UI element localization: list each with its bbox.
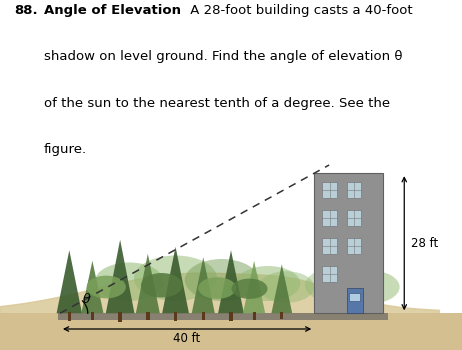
Text: 88.: 88. (14, 4, 37, 17)
Polygon shape (57, 250, 82, 313)
Text: A 28-foot building casts a 40-foot: A 28-foot building casts a 40-foot (186, 4, 413, 17)
Bar (201, 312, 205, 320)
Bar (58, 313, 388, 320)
Bar (174, 312, 177, 321)
Text: figure.: figure. (44, 143, 87, 156)
Bar (118, 312, 122, 322)
Polygon shape (81, 261, 103, 313)
Ellipse shape (231, 279, 267, 299)
Bar (91, 312, 94, 320)
Text: 40 ft: 40 ft (174, 332, 201, 345)
Ellipse shape (305, 268, 370, 303)
Bar (229, 312, 233, 321)
Bar (322, 266, 337, 282)
Polygon shape (218, 250, 244, 313)
Ellipse shape (198, 277, 236, 299)
Polygon shape (243, 261, 265, 313)
Bar (322, 238, 337, 254)
Polygon shape (192, 257, 215, 313)
Ellipse shape (87, 276, 126, 298)
Bar (346, 210, 361, 226)
Bar (346, 182, 361, 198)
Polygon shape (272, 264, 292, 313)
Bar (253, 312, 255, 320)
Text: Angle of Elevation: Angle of Elevation (44, 4, 181, 17)
Bar (67, 312, 71, 321)
Bar (346, 238, 361, 254)
Bar (322, 182, 337, 198)
Ellipse shape (134, 256, 217, 301)
Polygon shape (162, 247, 189, 313)
Text: θ: θ (83, 293, 91, 306)
Bar (349, 293, 360, 301)
Ellipse shape (141, 273, 182, 298)
Ellipse shape (185, 259, 259, 301)
Text: shadow on level ground. Find the angle of elevation θ: shadow on level ground. Find the angle o… (44, 50, 402, 63)
Ellipse shape (259, 271, 314, 303)
Bar (146, 312, 150, 320)
Polygon shape (106, 240, 134, 313)
Bar (280, 312, 283, 319)
Bar (0, 313, 462, 350)
Ellipse shape (340, 270, 400, 303)
Ellipse shape (236, 266, 300, 301)
Bar (314, 173, 383, 313)
Polygon shape (136, 254, 160, 313)
Ellipse shape (95, 262, 164, 301)
Bar (346, 288, 363, 313)
Text: of the sun to the nearest tenth of a degree. See the: of the sun to the nearest tenth of a deg… (44, 97, 390, 110)
Bar (322, 210, 337, 226)
Text: 28 ft: 28 ft (411, 237, 438, 250)
